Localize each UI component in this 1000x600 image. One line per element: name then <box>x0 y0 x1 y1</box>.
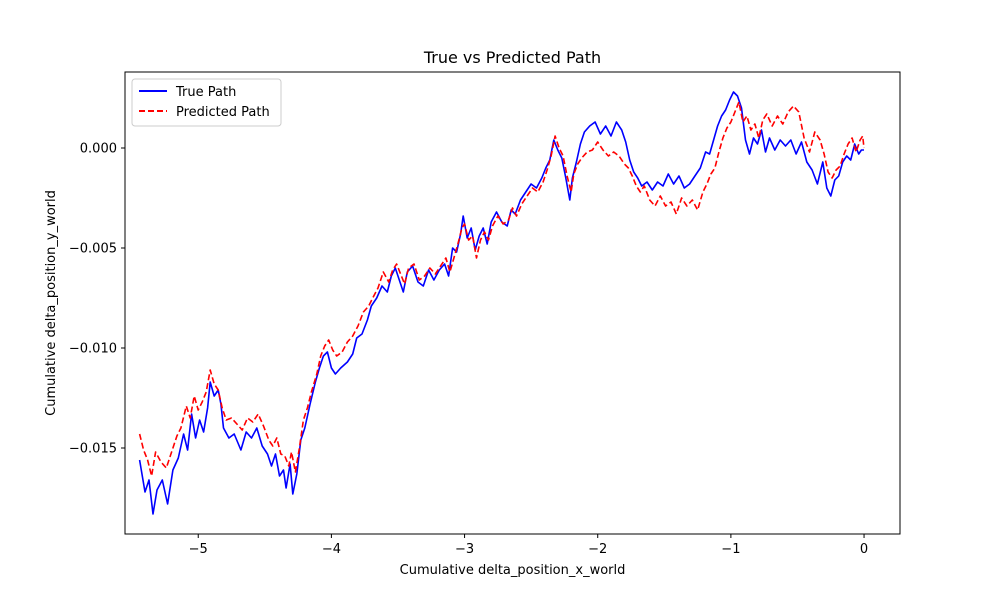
y-axis-label: Cumulative delta_position_y_world <box>44 190 59 416</box>
x-tick-label: −1 <box>721 542 740 557</box>
plot-frame <box>124 71 901 535</box>
x-tick-label: −5 <box>189 542 208 557</box>
y-tick-label: −0.005 <box>69 242 117 257</box>
plot-lines <box>138 91 865 515</box>
y-tick-label: −0.015 <box>69 442 117 457</box>
legend-box <box>131 78 282 127</box>
x-axis-label: Cumulative delta_position_x_world <box>400 563 626 578</box>
y-axis: 0.000 −0.005 −0.010 −0.015 <box>69 142 125 457</box>
legend-label-predicted-path: Predicted Path <box>176 105 270 120</box>
x-tick-label: −2 <box>588 542 607 557</box>
x-tick-label: −3 <box>455 542 474 557</box>
x-axis: −5 −4 −3 −2 −1 0 <box>189 534 868 557</box>
x-tick-label: 0 <box>860 542 868 557</box>
chart-title: True vs Predicted Path <box>423 48 601 67</box>
x-tick-label: −4 <box>322 542 341 557</box>
legend: True Path Predicted Path <box>131 78 282 127</box>
y-tick-label: −0.010 <box>69 342 117 357</box>
y-tick-label: 0.000 <box>80 142 117 157</box>
legend-label-true-path: True Path <box>175 85 236 100</box>
series-line-predicted-path <box>138 101 865 477</box>
